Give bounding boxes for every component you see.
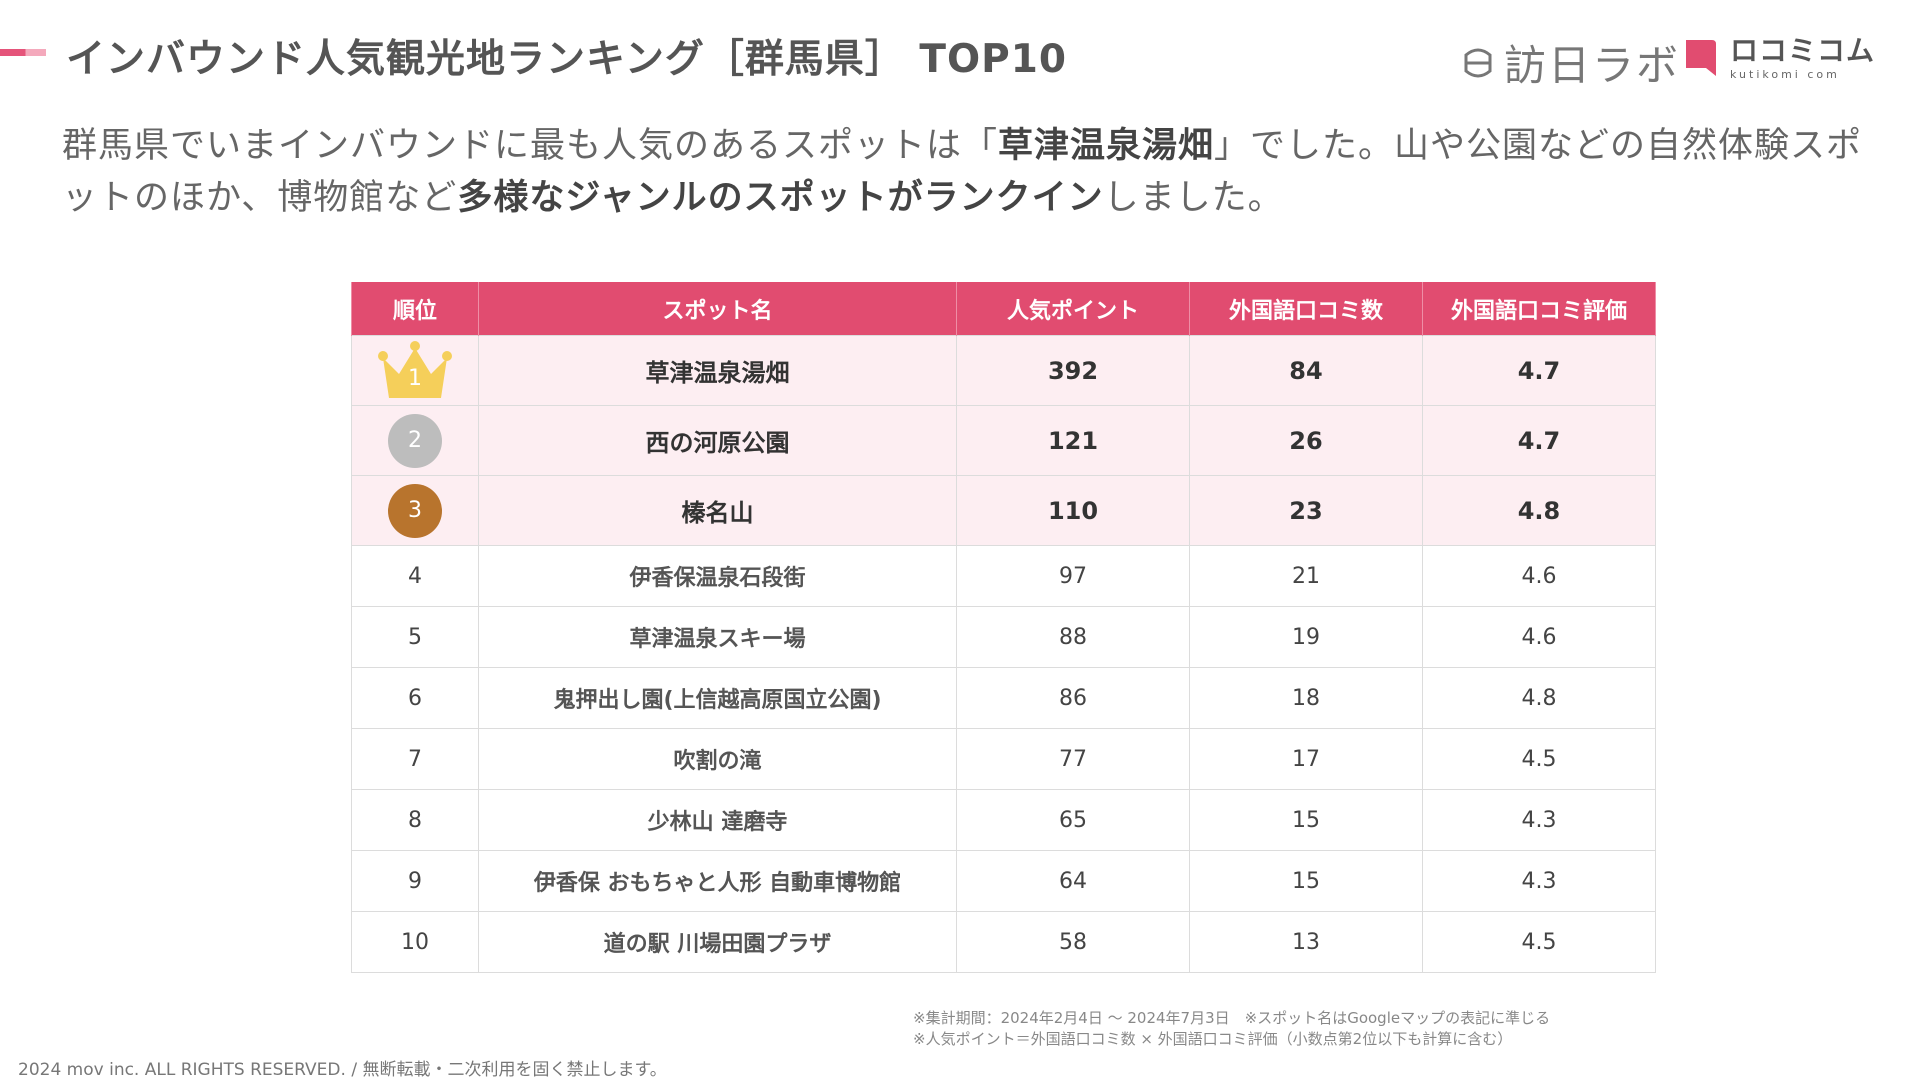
points-value: 58 — [956, 911, 1190, 973]
table-row: 2 西の河原公園 121 26 4.7 — [351, 405, 1656, 476]
points-value: 65 — [956, 789, 1190, 851]
rating-value: 4.3 — [1422, 789, 1656, 851]
lead-highlight-2: 多様なジャンルのスポットがランクイン — [457, 178, 1104, 218]
review-count-value: 13 — [1189, 911, 1423, 973]
review-count-value: 18 — [1189, 667, 1423, 729]
review-count-value: 21 — [1189, 545, 1423, 607]
table-row: 6 鬼押出し園(上信越高原国立公園) 86 18 4.8 — [351, 667, 1656, 729]
gold-crown-icon: 1 — [375, 340, 455, 402]
points-value: 77 — [956, 728, 1190, 790]
rating-value: 4.3 — [1422, 850, 1656, 912]
table-row: 7 吹割の滝 77 17 4.5 — [351, 728, 1656, 790]
review-count-value: 26 — [1189, 405, 1423, 476]
page-title: インバウンド人気観光地ランキング［群馬県］ TOP10 — [66, 37, 1068, 82]
review-count-value: 15 — [1189, 850, 1423, 912]
spot-name: 伊香保 おもちゃと人形 自動車博物館 — [478, 850, 957, 912]
rank-cell: 9 — [351, 850, 479, 912]
lead-text-2: 」でした。山や公園などの自然体験スポットのほか、博物館など — [62, 126, 1863, 218]
rating-value: 4.6 — [1422, 606, 1656, 668]
points-value: 110 — [956, 475, 1190, 546]
spot-name: 伊香保温泉石段街 — [478, 545, 957, 607]
lead-text-3: しました。 — [1103, 178, 1284, 218]
spot-name: 鬼押出し園(上信越高原国立公園) — [478, 667, 957, 729]
spot-name: 道の駅 川場田園プラザ — [478, 911, 957, 973]
header-rank: 順位 — [351, 282, 479, 336]
lead-paragraph: 群馬県でいまインバウンドに最も人気のあるスポットは「草津温泉湯畑」でした。山や公… — [62, 120, 1882, 224]
kuchikomi-logo-subtext: kutikomi com — [1730, 68, 1840, 81]
review-count-value: 19 — [1189, 606, 1423, 668]
header-spot-name: スポット名 — [478, 282, 957, 336]
header-review-rating: 外国語口コミ評価 — [1422, 282, 1656, 336]
header-points: 人気ポイント — [956, 282, 1190, 336]
hokko-lab-logo: 訪日ラボ — [1458, 32, 1680, 93]
review-count-value: 84 — [1189, 335, 1423, 406]
points-value: 121 — [956, 405, 1190, 476]
points-value: 88 — [956, 606, 1190, 668]
lead-text-1: 群馬県でいまインバウンドに最も人気のあるスポットは「 — [62, 126, 999, 166]
rating-value: 4.8 — [1422, 475, 1656, 546]
rank-cell: 3 — [351, 475, 479, 546]
rating-value: 4.6 — [1422, 545, 1656, 607]
table-row: 8 少林山 達磨寺 65 15 4.3 — [351, 789, 1656, 851]
rating-value: 4.5 — [1422, 728, 1656, 790]
spot-name: 草津温泉スキー場 — [478, 606, 957, 668]
footnote-period: ※集計期間：2024年2月4日 ～ 2024年7月3日 ※スポット名はGoogl… — [913, 1009, 1551, 1027]
table-row: 4 伊香保温泉石段街 97 21 4.6 — [351, 545, 1656, 607]
rank-cell: 8 — [351, 789, 479, 851]
rank-number: 1 — [408, 365, 422, 391]
header-review-count: 外国語口コミ数 — [1189, 282, 1423, 336]
lead-highlight-1: 草津温泉湯畑 — [998, 126, 1215, 166]
bronze-medal-icon: 3 — [388, 483, 442, 538]
points-value: 97 — [956, 545, 1190, 607]
kuchikomi-logo-text: ロコミコム — [1730, 34, 1876, 67]
rating-value: 4.7 — [1422, 335, 1656, 406]
rank-cell: 5 — [351, 606, 479, 668]
rating-value: 4.7 — [1422, 405, 1656, 476]
table-row: 5 草津温泉スキー場 88 19 4.6 — [351, 606, 1656, 668]
spot-name: 少林山 達磨寺 — [478, 789, 957, 851]
hokko-lab-logo-text: 訪日ラボ — [1504, 41, 1681, 90]
review-count-value: 23 — [1189, 475, 1423, 546]
spot-name: 草津温泉湯畑 — [478, 335, 957, 406]
rank-cell: 7 — [351, 728, 479, 790]
points-value: 392 — [956, 335, 1190, 406]
rank-number: 2 — [408, 427, 422, 453]
silver-medal-icon: 2 — [388, 413, 442, 468]
title-accent-bar — [0, 49, 46, 56]
copyright: 2024 mov inc. ALL RIGHTS RESERVED. / 無断転… — [18, 1060, 667, 1080]
ranking-table: 順位 スポット名 人気ポイント 外国語口コミ数 外国語口コミ評価 1 草津温 — [351, 282, 1656, 973]
spot-name: 西の河原公園 — [478, 405, 957, 476]
hokko-lab-mark-icon — [1464, 48, 1492, 77]
brand-logos: 訪日ラボ ロコミコム kutikomi com — [1458, 32, 1874, 90]
table-row: 9 伊香保 おもちゃと人形 自動車博物館 64 15 4.3 — [351, 850, 1656, 912]
rank-cell: 4 — [351, 545, 479, 607]
kuchikomi-logo: ロコミコム kutikomi com — [1682, 36, 1875, 81]
table-row: 3 榛名山 110 23 4.8 — [351, 475, 1656, 546]
footnote-formula: ※人気ポイント＝外国語口コミ数 × 外国語口コミ評価（小数点第2位以下も計算に含… — [913, 1030, 1513, 1048]
review-count-value: 15 — [1189, 789, 1423, 851]
points-value: 86 — [956, 667, 1190, 729]
points-value: 64 — [956, 850, 1190, 912]
rank-cell: 10 — [351, 911, 479, 973]
table-header-row: 順位 スポット名 人気ポイント 外国語口コミ数 外国語口コミ評価 — [351, 282, 1656, 336]
rating-value: 4.8 — [1422, 667, 1656, 729]
speech-bubble-icon — [1686, 40, 1716, 76]
rank-cell: 6 — [351, 667, 479, 729]
spot-name: 吹割の滝 — [478, 728, 957, 790]
footnotes: ※集計期間：2024年2月4日 ～ 2024年7月3日 ※スポット名はGoogl… — [913, 1008, 1550, 1050]
rank-cell: 2 — [351, 405, 479, 476]
spot-name: 榛名山 — [478, 475, 957, 546]
rank-number: 3 — [408, 497, 422, 523]
rating-value: 4.5 — [1422, 911, 1656, 973]
table-row: 1 草津温泉湯畑 392 84 4.7 — [351, 335, 1656, 406]
rank-cell: 1 — [351, 335, 479, 406]
table-row: 10 道の駅 川場田園プラザ 58 13 4.5 — [351, 911, 1656, 973]
review-count-value: 17 — [1189, 728, 1423, 790]
